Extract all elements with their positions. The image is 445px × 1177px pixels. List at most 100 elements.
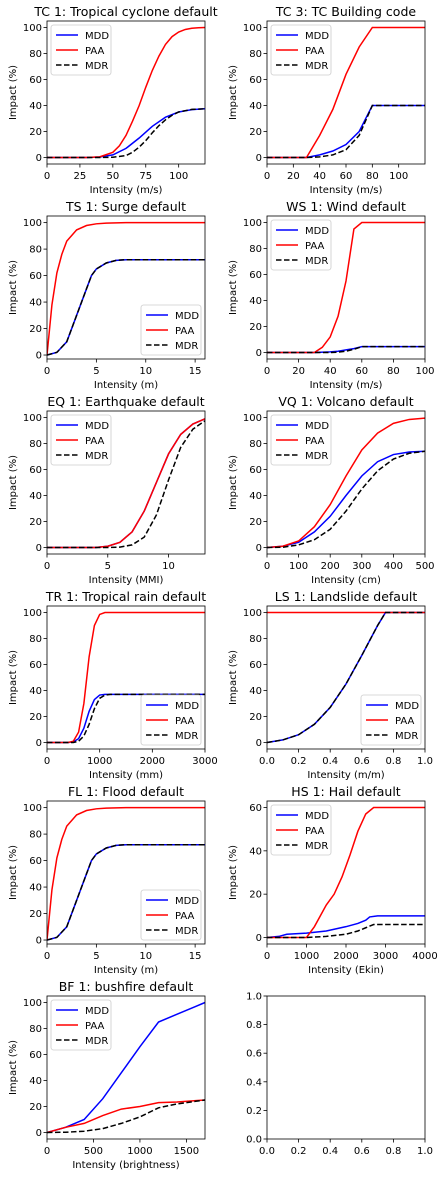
y-tick-label: 40 (29, 101, 42, 112)
y-tick-label: 0 (36, 351, 42, 362)
y-tick-label: 20 (249, 712, 262, 723)
x-tick-label: 1.0 (417, 756, 433, 767)
x-tick-label: 0 (44, 366, 50, 377)
chart-title: EQ 1: Earthquake default (47, 394, 204, 409)
y-tick-label: 100 (243, 413, 262, 424)
x-axis-label: Intensity (m/s) (90, 185, 163, 196)
x-tick-label: 0.0 (259, 1146, 275, 1157)
y-tick-label: 20 (249, 127, 262, 138)
y-tick-label: 1.0 (246, 992, 262, 1003)
y-tick-label: 60 (249, 270, 262, 281)
chart-title: VQ 1: Volcano default (278, 394, 413, 409)
legend-label-paa: PAA (305, 241, 325, 252)
series-line-mdr (267, 104, 425, 159)
legend-label-mdd: MDD (175, 701, 199, 712)
legend-box (140, 889, 202, 941)
y-tick-label: 20 (29, 324, 42, 335)
y-tick-label: 40 (29, 686, 42, 697)
subplot-empty: 0.00.0 0.2 0.2 0.4 0.4 0.6 0.6 0.8 0.8 1.0 1.0 (246, 992, 433, 1158)
legend-box (270, 219, 332, 271)
y-tick-label: 20 (29, 127, 42, 138)
x-tick-label: 0 (264, 366, 270, 377)
plot-frame (46, 215, 206, 360)
legend-label-paa: PAA (305, 826, 325, 837)
legend-label-paa: PAA (85, 46, 105, 57)
y-tick-label: 60 (29, 465, 42, 476)
x-tick-label: 1000 (294, 951, 319, 962)
y-tick-label: 20 (249, 890, 262, 901)
legend-label-paa: PAA (175, 326, 195, 337)
legend: MDD PAA MDR (140, 889, 202, 941)
y-axis-label: Impact (%) (8, 845, 19, 900)
x-tick-label: 50 (106, 171, 119, 182)
series-line-mdr (267, 345, 425, 354)
legend-label-mdd: MDD (175, 311, 199, 322)
x-tick-label: 0.8 (385, 1146, 401, 1157)
x-tick-label: 15 (189, 366, 202, 377)
y-tick-label: 0 (36, 738, 42, 749)
y-tick-label: 100 (23, 803, 42, 814)
y-tick-label: 20 (29, 712, 42, 723)
x-tick-label: 0.2 (291, 756, 307, 767)
legend: MDD PAA MDR (270, 804, 332, 856)
legend-label-mdr: MDR (305, 61, 328, 72)
series-line-paa (267, 806, 425, 939)
legend-box (50, 999, 112, 1051)
x-tick-label: 0 (264, 951, 270, 962)
legend-label-paa: PAA (305, 46, 325, 57)
legend: MDD PAA MDR (270, 24, 332, 76)
x-tick-label: 3000 (373, 951, 398, 962)
x-tick-label: 20 (287, 171, 300, 182)
plot-frame (266, 410, 426, 555)
x-tick-label: 0 (44, 1146, 50, 1157)
legend-label-mdr: MDR (85, 61, 108, 72)
series-line-mdr (267, 450, 425, 549)
y-tick-label: 80 (29, 439, 42, 450)
x-tick-label: 0.4 (322, 1146, 338, 1157)
y-tick-label: 100 (23, 998, 42, 1009)
legend-label-mdr: MDR (175, 731, 198, 742)
y-tick-label: 40 (249, 846, 262, 857)
y-tick-label: 0 (36, 543, 42, 554)
y-tick-label: 0 (36, 936, 42, 947)
subplot-2: TC 3: TC Building code 0 20 40 60 80 100 0 20 40 6… (228, 4, 426, 196)
y-tick-label: 0 (256, 933, 262, 944)
x-axis-label: Intensity (Ekin) (308, 965, 384, 976)
y-tick-label: 40 (249, 686, 262, 697)
x-tick-label: 15 (189, 951, 202, 962)
legend-label-paa: PAA (175, 716, 195, 727)
x-tick-label: 300 (352, 561, 371, 572)
x-tick-label: 40 (313, 171, 326, 182)
chart-title: TC 3: TC Building code (275, 4, 416, 19)
plot-frame (46, 605, 206, 750)
plot-frame (46, 410, 206, 555)
legend: MDD PAA MDR (270, 219, 332, 271)
legend-label-mdd: MDD (305, 811, 329, 822)
legend-box (50, 24, 112, 76)
series-line-mdr (47, 108, 205, 159)
x-tick-label: 0.6 (354, 1146, 370, 1157)
legend: MDD PAA MDR (140, 694, 202, 746)
plot-frame (46, 20, 206, 165)
x-tick-label: 1500 (174, 1146, 199, 1157)
legend-label-mdr: MDR (305, 841, 328, 852)
legend-label-mdr: MDR (175, 341, 198, 352)
legend-box (50, 414, 112, 466)
y-tick-label: 20 (249, 322, 262, 333)
plot-frame (266, 605, 426, 750)
y-tick-label: 40 (249, 491, 262, 502)
x-tick-label: 0 (44, 951, 50, 962)
x-axis-label: Intensity (MMI) (89, 575, 164, 586)
legend-box (270, 804, 332, 856)
x-tick-label: 60 (355, 366, 368, 377)
legend-box (140, 694, 202, 746)
subplot-10: HS 1: Hail default 0 1000 2000 3000 4000 0 20 40… (228, 784, 438, 976)
series-line-mdd (267, 915, 425, 939)
subplot-11: BF 1: bushfire default 0 500 1000 1500 0 20 40 6… (8, 979, 206, 1171)
series-line-mdr (47, 693, 205, 744)
x-tick-label: 10 (139, 951, 152, 962)
y-tick-label: 0 (36, 1128, 42, 1139)
series-line-paa (47, 806, 205, 941)
y-tick-label: 60 (249, 660, 262, 671)
series-line-paa (47, 221, 205, 356)
